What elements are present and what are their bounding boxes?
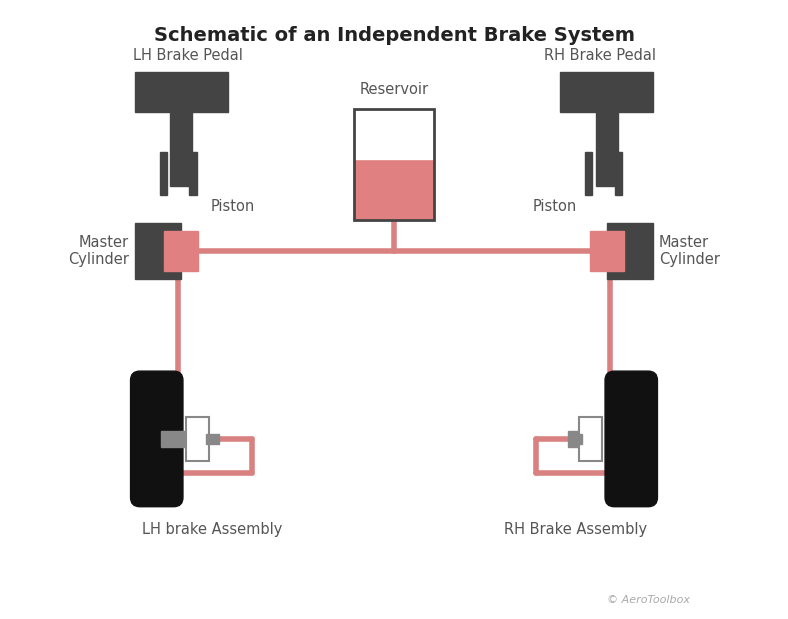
FancyBboxPatch shape [131,371,183,507]
Bar [206,434,219,444]
Bar [170,109,192,186]
Text: Piston: Piston [210,199,255,214]
Text: LH Brake Pedal: LH Brake Pedal [132,48,243,63]
Bar [162,431,189,447]
Bar [568,431,596,447]
Bar [585,152,593,196]
Bar [354,109,434,159]
Bar [136,72,228,112]
Bar [615,152,622,196]
Bar [560,72,652,112]
Bar [354,159,434,220]
Text: Master
Cylinder: Master Cylinder [659,235,720,267]
Bar [589,231,623,271]
Bar [165,231,199,271]
Bar [607,223,652,279]
Text: Piston: Piston [533,199,578,214]
Text: RH Brake Assembly: RH Brake Assembly [504,522,648,537]
Bar [160,152,167,196]
Bar [186,417,210,461]
Text: RH Brake Pedal: RH Brake Pedal [545,48,656,63]
Bar [354,109,434,220]
Bar [189,152,197,196]
FancyBboxPatch shape [605,371,657,507]
Text: © AeroToolbox: © AeroToolbox [607,595,690,605]
Bar [569,434,582,444]
Bar [578,417,602,461]
Text: Master
Cylinder: Master Cylinder [68,235,129,267]
Text: Reservoir: Reservoir [359,82,429,97]
Bar [596,109,618,186]
Bar [136,223,181,279]
Text: LH brake Assembly: LH brake Assembly [142,522,282,537]
Text: Schematic of an Independent Brake System: Schematic of an Independent Brake System [154,26,634,45]
